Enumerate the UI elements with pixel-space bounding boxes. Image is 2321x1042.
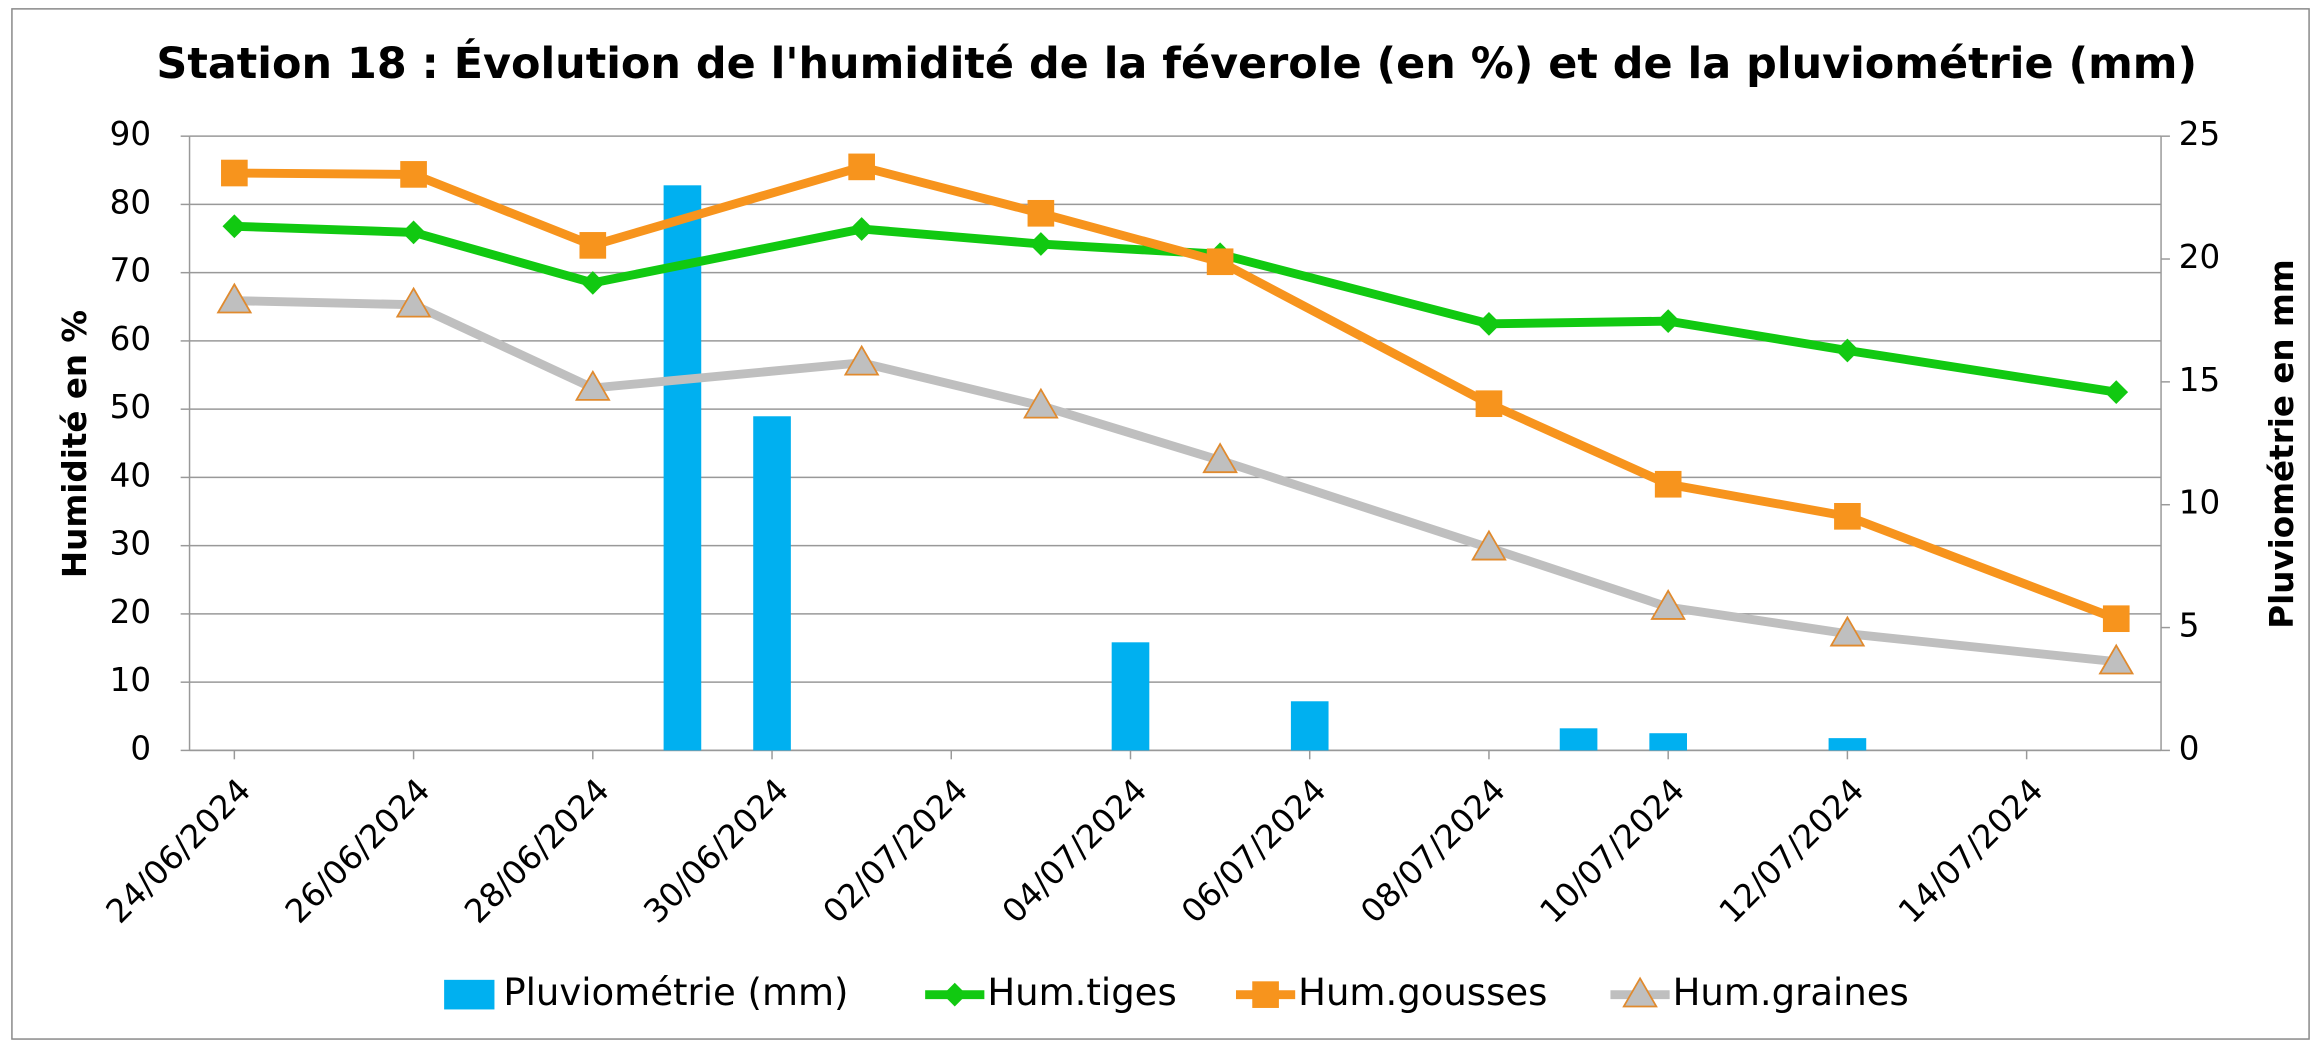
- bar: [663, 185, 702, 751]
- point-marker: [849, 217, 874, 241]
- legend-label: Hum.tiges: [987, 971, 1176, 1014]
- series-line: [234, 296, 2117, 667]
- bar: [753, 416, 791, 751]
- legend-marker: [942, 982, 967, 1007]
- legend-label: Pluviométrie (mm): [503, 971, 848, 1014]
- series-line: [234, 162, 2118, 623]
- y-tick-label: 60: [110, 320, 151, 358]
- point-marker: [574, 369, 611, 401]
- point-marker: [1656, 309, 1681, 333]
- bar: [1649, 733, 1687, 751]
- point-marker: [1475, 390, 1503, 418]
- legend-marker: [1252, 981, 1279, 1008]
- y2-axis-title: Pluviométrie en mm: [2263, 259, 2301, 628]
- y2-tick-label: 25: [2179, 115, 2220, 153]
- point-marker: [221, 159, 248, 187]
- point-marker: [1206, 248, 1234, 276]
- y-tick-label: 40: [110, 456, 151, 494]
- point-marker: [2098, 643, 2135, 675]
- series-line: [234, 221, 2117, 397]
- y-tick-label: 20: [110, 593, 151, 631]
- point-marker: [216, 282, 253, 314]
- chart-title: Station 18 : Évolution de l'humidité de …: [156, 38, 2197, 89]
- point-marker: [1650, 589, 1687, 620]
- y-tick-label: 80: [110, 183, 151, 221]
- point-marker: [395, 286, 432, 318]
- legend-swatch: [444, 979, 495, 1010]
- bar: [1828, 738, 1867, 751]
- bar: [1559, 728, 1598, 751]
- point-marker: [843, 344, 880, 376]
- point-marker: [1023, 387, 1059, 419]
- y2-tick-label: 20: [2179, 238, 2220, 276]
- y2-tick-label: 10: [2179, 484, 2220, 522]
- point-marker: [579, 232, 607, 259]
- point-marker: [848, 153, 875, 181]
- legend-label: Hum.graines: [1673, 971, 1909, 1014]
- y-tick-label: 90: [110, 115, 151, 153]
- chart-frame: [11, 8, 2310, 1040]
- y2-tick-label: 5: [2179, 607, 2200, 645]
- point-marker: [1202, 442, 1238, 474]
- y-tick-label: 50: [110, 388, 151, 426]
- point-marker: [2102, 605, 2130, 633]
- y-tick-label: 70: [110, 252, 151, 290]
- y2-tick-label: 15: [2179, 361, 2220, 399]
- point-marker: [1471, 529, 1507, 561]
- y-tick-label: 30: [110, 525, 151, 563]
- point-marker: [400, 161, 427, 188]
- point-marker: [1834, 503, 1861, 530]
- bar: [1290, 701, 1329, 751]
- point-marker: [2104, 380, 2129, 404]
- point-marker: [1027, 199, 1055, 227]
- point-marker: [401, 220, 426, 245]
- y-tick-label: 0: [130, 729, 151, 767]
- y-axis-title: Humidité en %: [56, 310, 94, 578]
- legend-marker: [1622, 976, 1658, 1008]
- point-marker: [1654, 470, 1682, 498]
- legend-label: Hum.gousses: [1298, 971, 1547, 1014]
- point-marker: [1829, 615, 1866, 647]
- y-tick-label: 10: [110, 661, 151, 699]
- point-marker: [222, 214, 247, 239]
- point-marker: [580, 271, 605, 295]
- bar: [1111, 642, 1150, 751]
- y2-tick-label: 0: [2179, 729, 2200, 767]
